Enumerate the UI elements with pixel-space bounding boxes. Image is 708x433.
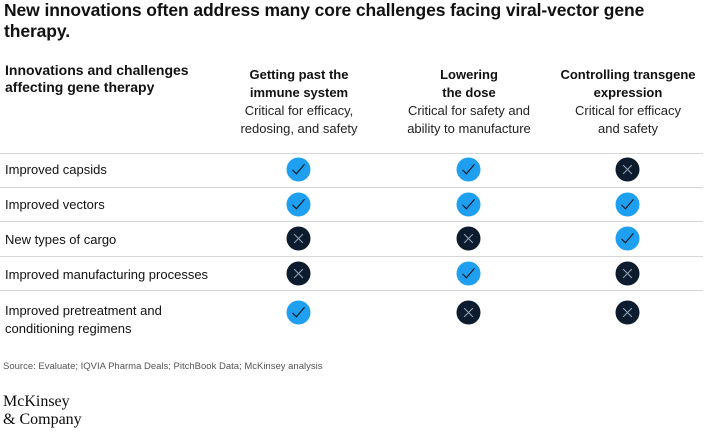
column-subtitle-line2: redosing, and safety xyxy=(240,121,358,136)
row-label-line1: Improved manufacturing processes xyxy=(5,267,209,282)
row-header: Innovations and challenges affecting gen… xyxy=(5,62,189,95)
row-divider xyxy=(0,153,703,154)
column-title-line2: the dose xyxy=(442,85,496,100)
row-label-cargo: New types of cargo xyxy=(5,231,116,249)
column-subtitle-line2: and safety xyxy=(598,121,658,136)
cross-icon xyxy=(615,157,640,182)
logo-line1: McKinsey xyxy=(3,393,70,410)
check-icon xyxy=(456,261,481,286)
row-label-line1: New types of cargo xyxy=(5,232,117,247)
mckinsey-logo: McKinsey & Company xyxy=(3,393,82,429)
column-header-transgene: Controlling transgene expression Critica… xyxy=(553,66,703,138)
check-icon xyxy=(286,300,311,325)
check-icon xyxy=(615,226,640,251)
check-icon xyxy=(456,192,481,217)
column-title-line2: expression xyxy=(593,85,663,100)
source-note: Source: Evaluate; IQVIA Pharma Deals; Pi… xyxy=(3,361,323,372)
check-icon xyxy=(456,157,481,182)
column-subtitle-line1: Critical for efficacy, xyxy=(244,103,354,118)
column-title-line1: Lowering xyxy=(440,67,498,82)
cross-icon xyxy=(615,300,640,325)
row-label-manufacturing: Improved manufacturing processes xyxy=(5,266,208,284)
row-label-vectors: Improved vectors xyxy=(5,196,105,214)
column-subtitle-line2: ability to manufacture xyxy=(407,121,531,136)
row-label-pretreatment: Improved pretreatment and conditioning r… xyxy=(5,302,162,338)
column-header-immune: Getting past the immune system Critical … xyxy=(226,66,372,138)
check-icon xyxy=(286,192,311,217)
row-label-line1: Improved capsids xyxy=(5,162,107,177)
column-subtitle-line1: Critical for efficacy xyxy=(575,103,681,118)
row-label-line1: Improved vectors xyxy=(5,197,105,212)
column-title-line1: Controlling transgene xyxy=(560,67,696,82)
cross-icon xyxy=(286,261,311,286)
column-header-dose: Lowering the dose Critical for safety an… xyxy=(392,66,546,138)
cross-icon xyxy=(456,226,481,251)
row-divider xyxy=(0,256,703,257)
column-title-line2: immune system xyxy=(249,85,349,100)
check-icon xyxy=(286,157,311,182)
row-label-line2: conditioning regimens xyxy=(5,321,132,336)
page-title: New innovations often address many core … xyxy=(4,0,645,41)
row-label-line1: Improved pretreatment and xyxy=(5,303,162,318)
column-title-line1: Getting past the xyxy=(249,67,349,82)
row-divider xyxy=(0,290,703,291)
check-icon xyxy=(615,192,640,217)
cross-icon xyxy=(286,226,311,251)
column-subtitle-line1: Critical for safety and xyxy=(407,103,531,118)
row-divider xyxy=(0,187,703,188)
row-label-capsids: Improved capsids xyxy=(5,161,107,179)
row-divider xyxy=(0,221,703,222)
cross-icon xyxy=(456,300,481,325)
cross-icon xyxy=(615,261,640,286)
logo-line2: & Company xyxy=(3,411,82,428)
